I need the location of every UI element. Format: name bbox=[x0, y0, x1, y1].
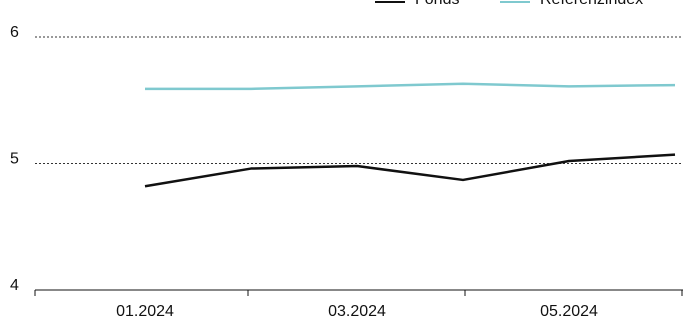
y-tick-label: 5 bbox=[10, 151, 19, 168]
series-line bbox=[144, 153, 676, 188]
x-tick-label: 01.2024 bbox=[116, 303, 174, 320]
y-tick-label: 6 bbox=[10, 24, 19, 41]
series-line bbox=[145, 82, 676, 91]
legend-label: Fonds bbox=[415, 0, 459, 8]
legend-label: Referenzindex bbox=[540, 0, 643, 8]
y-tick-label: 4 bbox=[10, 277, 19, 294]
x-tick-label: 05.2024 bbox=[540, 303, 598, 320]
x-tick-label: 03.2024 bbox=[328, 303, 386, 320]
